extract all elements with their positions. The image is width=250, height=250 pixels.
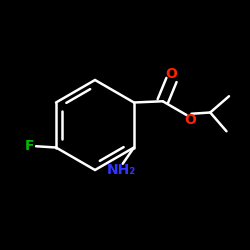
Text: F: F [25,139,34,153]
Text: O: O [166,68,177,82]
Text: O: O [184,112,196,126]
Text: NH₂: NH₂ [107,163,136,177]
